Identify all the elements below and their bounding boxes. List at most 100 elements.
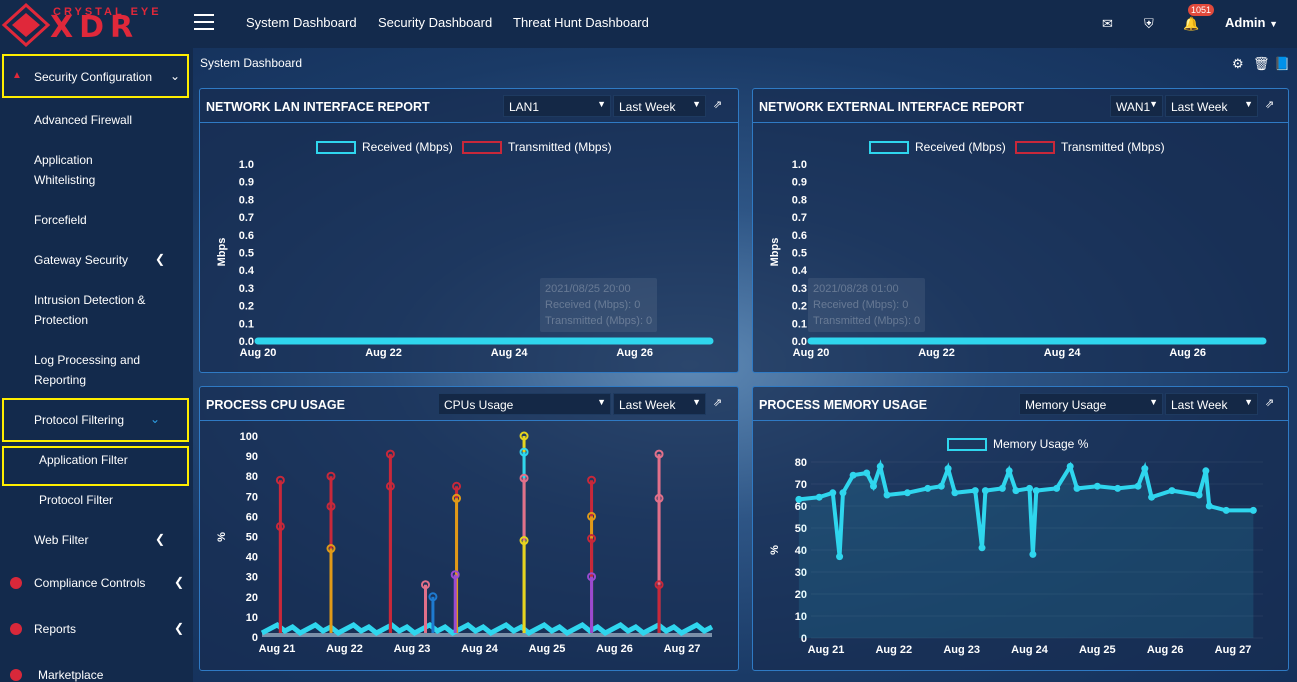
memory-point: [1005, 467, 1013, 475]
panel-header: NETWORK EXTERNAL INTERFACE REPORT WAN1 ▼ …: [753, 89, 1288, 123]
mail-icon[interactable]: ✉: [1102, 16, 1113, 31]
sidebar-item-compliance-controls[interactable]: Compliance Controls: [34, 576, 146, 590]
legend-transmitted[interactable]: Transmitted (Mbps): [1061, 140, 1165, 154]
legend-memory-swatch[interactable]: [947, 438, 987, 451]
hamburger-menu-icon[interactable]: [194, 14, 214, 32]
logo[interactable]: CRYSTAL EYE XDR: [0, 0, 193, 48]
legend-received[interactable]: Received (Mbps): [915, 140, 1006, 154]
memory-point: [1134, 482, 1142, 490]
panel-memory-usage: PROCESS MEMORY USAGE Memory Usage ▼ Last …: [752, 386, 1289, 671]
period-select[interactable]: Last Week ▼: [613, 95, 706, 117]
sidebar-item-marketplace[interactable]: Marketplace: [38, 668, 104, 682]
caret-down-icon: ▼: [1149, 99, 1158, 109]
period-select[interactable]: Last Week ▼: [1165, 95, 1258, 117]
caret-down-icon: ▼: [692, 99, 701, 109]
y-tick-label: 0.7: [792, 212, 807, 224]
y-tick-label: 0.5: [792, 248, 807, 260]
bell-icon[interactable]: 🔔: [1183, 16, 1200, 31]
cpu-spike-point: [654, 449, 664, 459]
sidebar-item-advanced-firewall[interactable]: Advanced Firewall: [34, 113, 133, 127]
sidebar-item-application-filter[interactable]: Application Filter: [39, 453, 128, 467]
x-tick-label: Aug 24: [491, 347, 529, 359]
x-tick-label: Aug 27: [664, 643, 701, 655]
legend-received-swatch[interactable]: [316, 141, 356, 154]
interface-select[interactable]: LAN1 ▼: [503, 95, 611, 117]
y-tick-label: 50: [795, 523, 807, 535]
user-menu[interactable]: Admin ▼: [1225, 15, 1278, 30]
legend-memory[interactable]: Memory Usage %: [993, 437, 1089, 451]
cpu-spike-point: [587, 511, 597, 521]
external-link-icon[interactable]: ⇗: [713, 99, 723, 111]
x-tick-label: Aug 22: [365, 347, 402, 359]
cpu-spike-point: [450, 570, 460, 580]
trash-icon[interactable]: 🗑: [1253, 56, 1270, 71]
nav-security-dashboard[interactable]: Security Dashboard: [378, 15, 493, 30]
gear-icon[interactable]: ⚙: [1232, 56, 1244, 71]
panel-lan-interface: NETWORK LAN INTERFACE REPORT LAN1 ▼ Last …: [199, 88, 739, 373]
chevron-down-icon: ⌄: [150, 412, 161, 426]
memory-point: [978, 544, 986, 552]
metric-select[interactable]: Memory Usage ▼: [1019, 393, 1163, 415]
lan-chart[interactable]: 1.0 0.9 0.8 0.7 0.6 0.5 0.4 0.3 0.2 0.1 0.0 Mbps Aug…: [200, 89, 740, 374]
x-tick-label: Aug 24: [1044, 347, 1082, 359]
y-tick-label: 0.3: [239, 283, 254, 295]
sidebar-item-gateway-security[interactable]: Gateway Security: [34, 253, 129, 267]
sidebar-item-reports[interactable]: Reports: [34, 622, 77, 636]
x-tick-label: Aug 24: [1011, 644, 1049, 656]
y-tick-label: 10: [795, 611, 807, 623]
memory-point: [839, 489, 847, 497]
y-tick-label: 0.7: [239, 212, 254, 224]
book-icon[interactable]: 📘: [1274, 56, 1291, 71]
x-tick-label: Aug 23: [943, 644, 980, 656]
legend-transmitted-swatch[interactable]: [1015, 141, 1055, 154]
x-tick-label: Aug 26: [616, 347, 653, 359]
memory-point: [1073, 484, 1081, 492]
sidebar-item-forcefield[interactable]: Forcefield: [34, 213, 87, 227]
period-select[interactable]: Last Week ▼: [1165, 393, 1258, 415]
sidebar-item-protocol-filtering[interactable]: Protocol Filtering: [34, 413, 125, 427]
external-link-icon[interactable]: ⇗: [713, 397, 723, 409]
memory-point: [1148, 493, 1156, 501]
external-link-icon[interactable]: ⇗: [1265, 397, 1275, 409]
cpu-spike-point: [326, 471, 336, 481]
legend-received-swatch[interactable]: [869, 141, 909, 154]
external-chart[interactable]: 1.0 0.9 0.8 0.7 0.6 0.5 0.4 0.3 0.2 0.1 0.0 Mbps Aug…: [753, 89, 1290, 374]
memory-chart[interactable]: 80 70 60 50 40 30 20 10 0% Aug 21 Aug 22 Aug 23 Aug …: [753, 387, 1290, 672]
sidebar-item-intrusion-detection[interactable]: Intrusion Detection & Protection: [34, 293, 146, 327]
y-tick-label: 1.0: [239, 159, 254, 171]
memory-point: [883, 491, 891, 499]
period-select-value: Last Week: [1171, 398, 1228, 412]
period-select-value: Last Week: [619, 100, 676, 114]
sidebar-item-web-filter[interactable]: Web Filter: [34, 533, 89, 547]
nav-system-dashboard[interactable]: System Dashboard: [246, 15, 357, 30]
y-tick-label: 0.8: [239, 194, 254, 206]
compliance-icon: [10, 577, 22, 589]
panel-title: PROCESS MEMORY USAGE: [759, 398, 928, 412]
sidebar-item-application-whitelisting[interactable]: Application Whitelisting: [34, 153, 96, 187]
memory-point: [1093, 482, 1101, 490]
legend-received[interactable]: Received (Mbps): [362, 140, 453, 154]
shield-icon[interactable]: ⛨: [1144, 16, 1154, 31]
interface-select[interactable]: WAN1 ▼: [1110, 95, 1163, 117]
nav-threat-hunt-dashboard[interactable]: Threat Hunt Dashboard: [513, 15, 649, 30]
y-tick-label: 50: [246, 532, 258, 544]
y-tick-label: 0: [252, 632, 258, 644]
sidebar: ▲ Security Configuration ⌄ Advanced Fire…: [0, 48, 193, 682]
x-tick-label: Aug 26: [1147, 644, 1184, 656]
memory-point: [981, 487, 989, 495]
legend-transmitted[interactable]: Transmitted (Mbps): [508, 140, 612, 154]
cpu-spike-point: [428, 592, 438, 602]
sidebar-item-security-configuration[interactable]: Security Configuration: [34, 70, 153, 84]
legend-transmitted-swatch[interactable]: [462, 141, 502, 154]
y-tick-label: 0.3: [792, 283, 807, 295]
external-link-icon[interactable]: ⇗: [1265, 99, 1275, 111]
sidebar-item-log-processing[interactable]: Log Processing and Reporting: [34, 353, 141, 387]
y-tick-label: 30: [795, 567, 807, 579]
panel-header: PROCESS MEMORY USAGE Memory Usage ▼ Last …: [753, 387, 1288, 421]
metric-select[interactable]: CPUs Usage ▼: [438, 393, 611, 415]
memory-point: [903, 489, 911, 497]
sidebar-item-protocol-filter[interactable]: Protocol Filter: [39, 493, 114, 507]
panel-cpu-usage: PROCESS CPU USAGE CPUs Usage ▼ Last Week ▼…: [199, 386, 739, 671]
period-select[interactable]: Last Week ▼: [613, 393, 706, 415]
